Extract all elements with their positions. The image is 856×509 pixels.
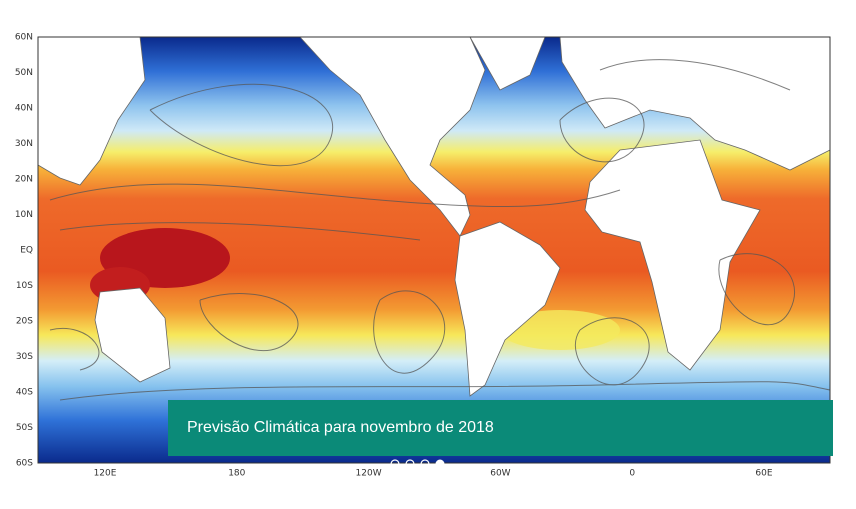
lat-label: 30N (15, 139, 33, 149)
lon-label: 60W (490, 469, 510, 479)
lat-label: 40N (15, 104, 33, 114)
lat-label: 10S (16, 281, 33, 291)
lat-label: 20S (16, 317, 33, 327)
carousel-dots (390, 459, 445, 469)
carousel-dot[interactable] (405, 459, 415, 469)
lat-label: 60S (16, 459, 33, 469)
cool-band (500, 310, 620, 350)
map-frame (37, 36, 831, 464)
lat-label: 50N (15, 68, 33, 78)
lon-label: 120E (94, 469, 117, 479)
lon-label: 0 (629, 469, 635, 479)
continents (37, 36, 831, 397)
lat-label: EQ (20, 246, 33, 256)
lon-label: 180 (228, 469, 245, 479)
lat-label: 50S (16, 423, 33, 433)
streamlines (49, 59, 831, 401)
lon-label: 120W (356, 469, 382, 479)
lon-labels: 120E 180 120W 60W 0 60E (94, 469, 773, 479)
lat-label: 30S (16, 352, 33, 362)
lat-label: 60N (15, 33, 33, 43)
lat-label: 40S (16, 388, 33, 398)
lon-label: 60E (755, 469, 772, 479)
slide-caption: Previsão Climática para novembro de 2018 (168, 400, 833, 456)
lat-label: 20N (15, 175, 33, 185)
carousel-dot-active[interactable] (435, 459, 445, 469)
carousel-dot[interactable] (390, 459, 400, 469)
carousel-dot[interactable] (420, 459, 430, 469)
lat-label: 10N (15, 210, 33, 220)
lat-labels: 60N 50N 40N 30N 20N 10N EQ 10S 20S 30S 40S 50S 60S (15, 33, 33, 469)
